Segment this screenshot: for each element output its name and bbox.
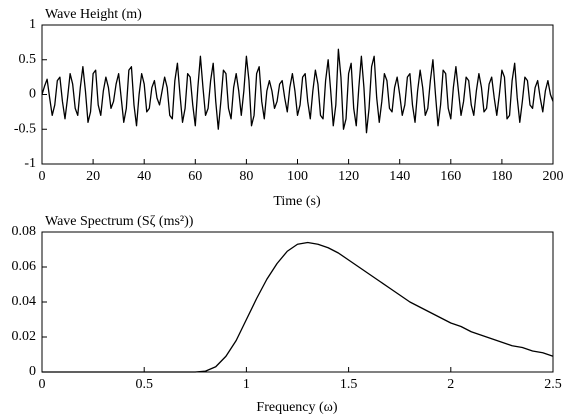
- x-tick-label: 0.5: [135, 377, 153, 392]
- x-tick-label: 80: [239, 169, 253, 184]
- x-tick-label: 1: [243, 377, 250, 392]
- x-tick-label: 120: [338, 169, 359, 184]
- x-tick-label: 2: [447, 377, 454, 392]
- x-tick-label: 40: [137, 169, 151, 184]
- data-line: [42, 241, 554, 373]
- data-line: [41, 48, 554, 134]
- x-tick-label: 180: [491, 169, 512, 184]
- y-tick-label: 0.5: [19, 52, 37, 67]
- x-tick-label: 0: [39, 169, 46, 184]
- x-tick-label: 100: [287, 169, 308, 184]
- y-tick-label: 0.06: [12, 259, 37, 274]
- y-tick-label: 0.02: [12, 329, 37, 344]
- x-tick-label: 1.5: [340, 377, 358, 392]
- x-tick-label: 2.5: [544, 377, 562, 392]
- y-tick-label: 0: [29, 364, 36, 379]
- x-tick-label: 200: [543, 169, 564, 184]
- y-tick-label: 0.04: [12, 294, 37, 309]
- x-tick-label: 60: [188, 169, 202, 184]
- y-tick-label: -1: [24, 156, 36, 171]
- x-axis-label: Frequency (ω): [256, 400, 337, 415]
- y-tick-label: -0.5: [14, 121, 36, 136]
- x-tick-label: 160: [440, 169, 461, 184]
- chart-title: Wave Spectrum (Sζ (ms²)): [45, 214, 194, 229]
- x-tick-label: 0: [39, 377, 46, 392]
- y-tick-label: 0.08: [12, 224, 37, 239]
- x-tick-label: 140: [389, 169, 410, 184]
- y-tick-label: 0: [29, 87, 36, 102]
- y-tick-label: 1: [29, 17, 36, 32]
- x-tick-label: 20: [86, 169, 100, 184]
- x-axis-label: Time (s): [273, 194, 321, 209]
- chart-title: Wave Height (m): [45, 7, 142, 22]
- plot-frame: [41, 231, 554, 373]
